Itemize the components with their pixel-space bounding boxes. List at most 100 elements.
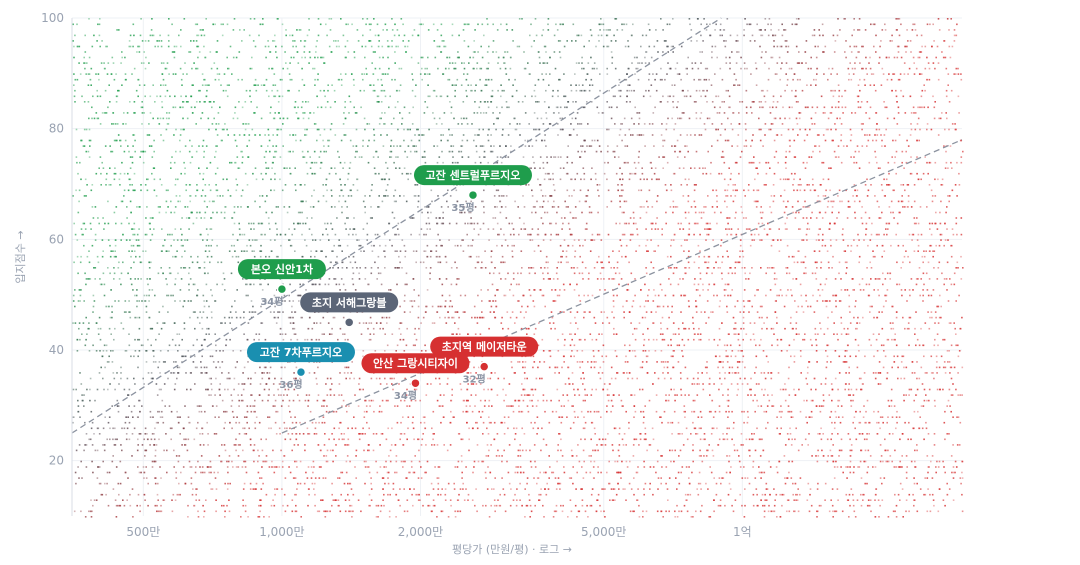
scatter-point (883, 350, 885, 352)
scatter-point (491, 262, 493, 264)
scatter-point (674, 234, 676, 236)
scatter-point (205, 195, 207, 197)
scatter-point (131, 411, 133, 413)
scatter-point (381, 101, 383, 103)
scatter-point (140, 472, 142, 474)
scatter-point (957, 68, 959, 70)
scatter-point (351, 428, 353, 430)
scatter-point (515, 400, 517, 402)
scatter-point (491, 306, 493, 308)
scatter-point (946, 118, 948, 120)
scatter-point (672, 101, 674, 103)
scatter-point (126, 439, 128, 441)
scatter-point (730, 345, 732, 347)
scatter-point (265, 173, 267, 175)
scatter-point (448, 483, 450, 485)
scatter-point (373, 84, 375, 86)
scatter-point (923, 405, 925, 407)
scatter-point (381, 112, 383, 114)
scatter-point (768, 372, 770, 374)
scatter-point (905, 151, 907, 153)
scatter-point (547, 267, 549, 269)
scatter-point (99, 350, 101, 352)
scatter-point (151, 217, 153, 219)
scatter-point (700, 24, 702, 26)
scatter-point (787, 433, 789, 435)
scatter-point (791, 439, 793, 441)
scatter-point (807, 184, 809, 186)
scatter-point (153, 228, 155, 230)
scatter-point (882, 29, 884, 31)
scatter-point (132, 162, 134, 164)
scatter-point (599, 73, 601, 75)
scatter-point (696, 289, 698, 291)
scatter-point (885, 228, 887, 230)
scatter-point (232, 234, 234, 236)
scatter-point (834, 51, 836, 53)
scatter-point (425, 234, 427, 236)
scatter-point (204, 511, 206, 513)
scatter-point (445, 499, 447, 501)
scatter-point (535, 101, 537, 103)
scatter-point (886, 378, 888, 380)
scatter-point (524, 140, 526, 142)
scatter-point (858, 151, 860, 153)
scatter-point (192, 262, 194, 264)
scatter-point (773, 35, 775, 37)
scatter-point (675, 68, 677, 70)
scatter-point (791, 107, 793, 109)
scatter-point (503, 450, 505, 452)
scatter-point (397, 46, 399, 48)
scatter-point (424, 112, 426, 114)
scatter-point (275, 96, 277, 98)
scatter-point (746, 24, 748, 26)
scatter-point (292, 46, 294, 48)
scatter-point (889, 405, 891, 407)
scatter-point (915, 223, 917, 225)
scatter-point (693, 400, 695, 402)
scatter-point (798, 51, 800, 53)
scatter-point (644, 306, 646, 308)
scatter-point (250, 405, 252, 407)
scatter-point (571, 40, 573, 42)
scatter-point (827, 129, 829, 131)
scatter-point (457, 79, 459, 81)
scatter-point (292, 35, 294, 37)
scatter-point (472, 239, 474, 241)
scatter-point (399, 167, 401, 169)
scatter-point (118, 300, 120, 302)
scatter-point (132, 488, 134, 490)
scatter-point (442, 212, 444, 214)
scatter-point (376, 151, 378, 153)
scatter-point (583, 400, 585, 402)
scatter-point (914, 333, 916, 335)
scatter-point (351, 372, 353, 374)
scatter-point (768, 461, 770, 463)
scatter-point (906, 140, 908, 142)
scatter-point (287, 212, 289, 214)
scatter-point (499, 455, 501, 457)
scatter-point (717, 444, 719, 446)
scatter-point (956, 223, 958, 225)
scatter-point (421, 57, 423, 59)
scatter-point (399, 328, 401, 330)
scatter-point (234, 250, 236, 252)
scatter-point (130, 201, 132, 203)
scatter-point (80, 461, 82, 463)
scatter-point (801, 62, 803, 64)
scatter-point (92, 422, 94, 424)
scatter-point (145, 40, 147, 42)
scatter-point (626, 79, 628, 81)
scatter-point (564, 472, 566, 474)
scatter-point (504, 422, 506, 424)
scatter-point (181, 245, 183, 247)
scatter-point (870, 499, 872, 501)
scatter-point (677, 156, 679, 158)
scatter-point (621, 140, 623, 142)
scatter-point (961, 162, 963, 164)
scatter-point (692, 422, 694, 424)
scatter-point (233, 416, 235, 418)
scatter-point (215, 184, 217, 186)
scatter-point (638, 123, 640, 125)
scatter-point (199, 433, 201, 435)
